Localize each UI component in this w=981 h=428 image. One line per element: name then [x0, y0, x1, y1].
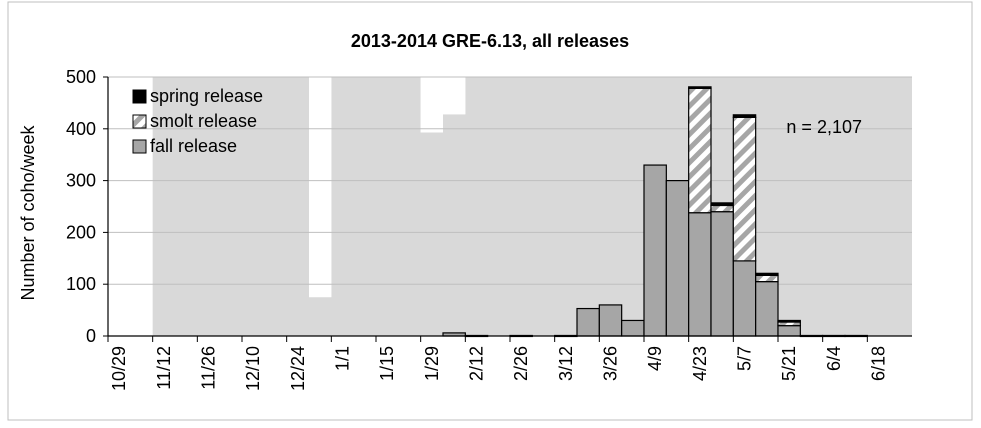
y-tick-label-400: 400 — [66, 119, 96, 139]
background-gap-fill-1 — [309, 77, 332, 298]
bar-fall-release-4-23 — [688, 212, 712, 337]
legend-swatch-smolt-release — [132, 114, 147, 129]
bar-spring-release-4-30 — [710, 202, 734, 207]
x-tick-label-1-15: 1/15 — [377, 346, 397, 381]
legend-swatch-spring-release — [132, 89, 147, 104]
x-tick-label-4-23: 4/23 — [690, 346, 710, 381]
x-tick-label-5-21: 5/21 — [779, 346, 799, 381]
x-tick-label-3-12: 3/12 — [556, 346, 576, 381]
bar-fall-release-4-9 — [643, 164, 667, 337]
y-tick-label-200: 200 — [66, 222, 96, 242]
bar-smolt-release-4-30 — [710, 204, 734, 213]
x-tick-label-1-29: 1/29 — [422, 346, 442, 381]
bar-fall-release-5-21 — [777, 325, 801, 337]
bar-fall-release-5-14 — [755, 281, 779, 337]
bar-smolt-release-5-14 — [755, 274, 779, 283]
bar-fall-release-4-2 — [621, 319, 645, 337]
x-tick-label-5-7: 5/7 — [735, 346, 755, 371]
n-annotation: n = 2,107 — [786, 117, 862, 137]
x-tick-label-6-18: 6/18 — [869, 346, 889, 381]
background-gap-fill-3 — [443, 77, 466, 115]
bar-smolt-release-5-7 — [732, 116, 757, 262]
bars — [442, 86, 868, 338]
x-tick-label-2-12: 2/12 — [467, 346, 487, 381]
bar-fall-release-3-19 — [576, 307, 600, 337]
bar-fall-release-3-26 — [598, 304, 623, 337]
bar-smolt-release-4-23 — [688, 87, 712, 214]
x-tick-label-12-24: 12/24 — [288, 346, 308, 391]
legend-label-spring-release: spring release — [150, 86, 263, 106]
legend-swatch-fall-release — [132, 139, 147, 154]
y-tick-label-0: 0 — [86, 326, 96, 346]
y-axis-label: Number of coho/week — [18, 124, 38, 300]
x-tick-label-6-4: 6/4 — [824, 346, 844, 371]
x-tick-label-12-10: 12/10 — [243, 346, 263, 391]
background-gaps — [108, 77, 466, 336]
x-tick-label-3-26: 3/26 — [601, 346, 621, 381]
x-tick-label-4-9: 4/9 — [645, 346, 665, 371]
bar-spring-release-4-23 — [688, 86, 712, 89]
y-tick-label-500: 500 — [66, 67, 96, 87]
chart-title: 2013-2014 GRE-6.13, all releases — [351, 31, 629, 51]
legend-label-smolt-release: smolt release — [150, 111, 257, 131]
x-tick-label-1-1: 1/1 — [333, 346, 353, 371]
bar-fall-release-4-16 — [665, 180, 690, 337]
x-tick-label-2-26: 2/26 — [511, 346, 531, 381]
y-tick-label-100: 100 — [66, 274, 96, 294]
bar-spring-release-5-21 — [777, 319, 801, 323]
legend: spring release smolt release fall release — [132, 86, 263, 156]
bar-fall-release-5-7 — [732, 260, 757, 337]
background-gap-fill-2 — [420, 77, 443, 133]
x-tick-label-11-26: 11/26 — [199, 346, 219, 390]
y-tick-label-300: 300 — [66, 171, 96, 191]
bar-spring-release-5-7 — [732, 114, 757, 119]
y-tick-labels: 0 100 200 300 400 500 — [66, 67, 108, 346]
bar-fall-release-4-30 — [710, 211, 734, 337]
bar-spring-release-5-14 — [755, 272, 779, 276]
x-tick-labels: 10/29 11/12 11/26 12/10 12/24 1/1 1/15 1/29 2/12… — [107, 336, 889, 391]
legend-label-fall-release: fall release — [150, 136, 237, 156]
x-tick-label-10-29: 10/29 — [109, 346, 129, 391]
x-tick-label-11-12: 11/12 — [154, 346, 174, 390]
